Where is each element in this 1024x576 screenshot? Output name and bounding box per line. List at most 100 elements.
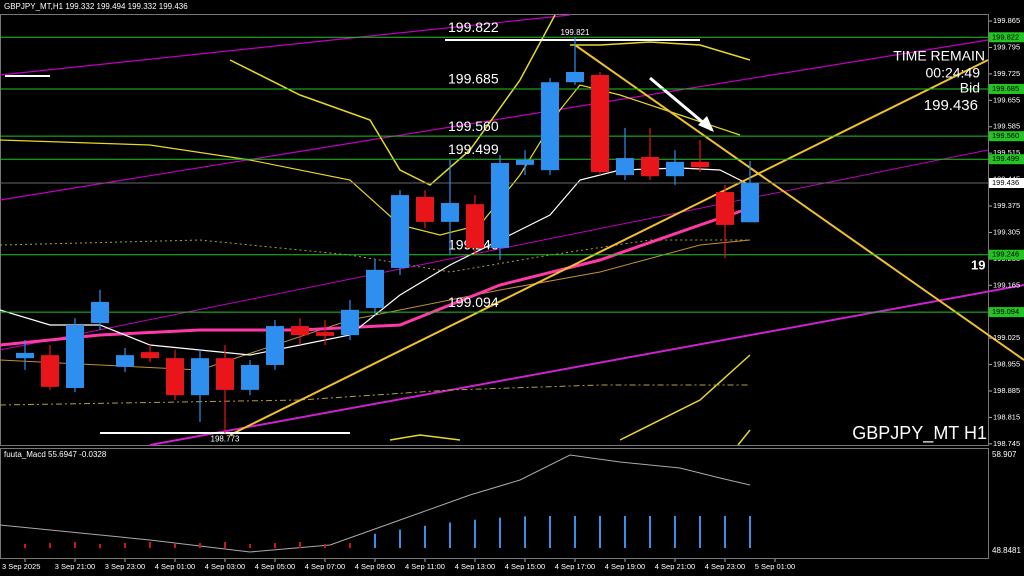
y-tick-label: 199.165 xyxy=(993,280,1020,289)
candle-body xyxy=(191,358,209,396)
y-tick-label: 198.815 xyxy=(993,412,1020,421)
candle-body xyxy=(41,355,59,387)
price-tag xyxy=(989,307,1024,318)
band-line xyxy=(389,434,461,441)
candle-body xyxy=(591,75,609,173)
x-tick-label: 5 Sep 01:00 xyxy=(755,562,795,571)
candle-body xyxy=(541,82,559,171)
level-label: 199.094 xyxy=(448,294,499,310)
x-tick-label: 4 Sep 01:00 xyxy=(155,562,195,571)
y-tick-label: 199.375 xyxy=(993,201,1020,210)
price-tag xyxy=(989,154,1024,165)
price-tag-label: 199.246 xyxy=(992,250,1019,259)
ma-white xyxy=(0,167,751,356)
current-price-tag xyxy=(989,177,1024,188)
bid-label: Bid xyxy=(960,80,980,96)
x-tick-label: 4 Sep 05:00 xyxy=(255,562,295,571)
main-frame xyxy=(0,14,989,446)
candle-body xyxy=(416,196,434,222)
ma-dotted xyxy=(0,239,750,273)
y-tick-label: 199.585 xyxy=(993,122,1020,131)
y-tick-label: 198.885 xyxy=(993,386,1020,395)
high-label: 199.821 xyxy=(561,28,590,37)
candle-body xyxy=(491,162,509,248)
y-tick-label: 199.795 xyxy=(993,42,1020,51)
price-tag xyxy=(989,249,1024,260)
candle-body xyxy=(16,352,34,359)
x-tick-label: 4 Sep 09:00 xyxy=(355,562,395,571)
indicator-title: fuuta_Macd 55.6947 -0.0328 xyxy=(4,450,107,459)
candle-body xyxy=(691,161,709,168)
y-tick-label: 199.655 xyxy=(993,95,1020,104)
price-tag xyxy=(989,131,1024,142)
candle-body xyxy=(241,364,259,390)
x-tick-label: 4 Sep 15:00 xyxy=(505,562,545,571)
candle-body xyxy=(341,309,359,336)
x-tick-label: 3 Sep 21:00 xyxy=(55,562,95,571)
candle-body xyxy=(716,192,734,225)
trend-line xyxy=(574,44,1024,361)
indicator-top: 58.907 xyxy=(992,450,1017,459)
x-tick-label: 4 Sep 17:00 xyxy=(555,562,595,571)
candle-body xyxy=(466,204,484,248)
edge-label: 19 xyxy=(971,257,985,272)
y-tick-label: 199.725 xyxy=(993,69,1020,78)
candle-body xyxy=(116,355,134,367)
y-tick-label: 199.865 xyxy=(993,16,1020,25)
current-price-label: 199.436 xyxy=(992,178,1019,187)
bid: 199.436 xyxy=(924,97,978,114)
candle-body xyxy=(316,332,334,336)
arrow-head xyxy=(698,116,714,132)
candle-body xyxy=(266,326,284,365)
candle-body xyxy=(641,156,659,177)
level-label: 199.822 xyxy=(448,19,499,35)
x-tick-label: 4 Sep 03:00 xyxy=(205,562,245,571)
level-label: 199.685 xyxy=(448,71,499,87)
y-tick-label: 198.745 xyxy=(993,439,1020,448)
channel-line xyxy=(0,14,571,76)
indicator-frame xyxy=(0,448,989,559)
trend-line xyxy=(229,59,989,436)
candle-body xyxy=(166,358,184,396)
x-tick-label: 3 Sep 2025 xyxy=(2,562,40,571)
watermark: GBPJPY_MT H1 xyxy=(852,423,987,444)
x-tick-label: 3 Sep 23:00 xyxy=(105,562,145,571)
level-label: 199.499 xyxy=(448,141,499,157)
time-remain: 00:24:49 xyxy=(926,65,981,81)
price-tag-label: 199.560 xyxy=(992,131,1019,140)
price-tag xyxy=(989,83,1024,94)
candle-body xyxy=(391,195,409,268)
candle-body xyxy=(291,326,309,336)
channel-line xyxy=(0,39,989,201)
x-tick-label: 4 Sep 13:00 xyxy=(455,562,495,571)
ma-thick xyxy=(0,206,751,347)
x-tick-label: 4 Sep 23:00 xyxy=(705,562,745,571)
candle-body xyxy=(366,269,384,308)
candle-body xyxy=(216,358,234,390)
candle-body xyxy=(516,159,534,165)
band-line xyxy=(619,354,751,441)
candle-body xyxy=(616,158,634,176)
y-tick-label: 199.025 xyxy=(993,333,1020,342)
price-tag-label: 199.499 xyxy=(992,154,1019,163)
chart-title: GBPJPY_MT,H1 199.332 199.494 199.332 199… xyxy=(4,2,188,11)
candle-body xyxy=(141,352,159,359)
low-label: 198.773 xyxy=(211,434,240,443)
price-tag-label: 199.685 xyxy=(992,84,1019,93)
price-tag-label: 199.822 xyxy=(992,32,1019,41)
candle-body xyxy=(666,161,684,177)
x-tick-label: 4 Sep 07:00 xyxy=(305,562,345,571)
band-line xyxy=(737,429,751,446)
candle-body xyxy=(441,203,459,222)
candle-body xyxy=(741,182,759,223)
y-tick-label: 198.955 xyxy=(993,360,1020,369)
price-tag-label: 199.094 xyxy=(992,307,1019,316)
band-line xyxy=(229,14,556,186)
y-tick-label: 199.305 xyxy=(993,227,1020,236)
band-line xyxy=(570,41,751,61)
candle-body xyxy=(66,324,84,388)
indicators xyxy=(0,14,1024,553)
x-tick-label: 4 Sep 11:00 xyxy=(405,562,445,571)
candle-body xyxy=(91,301,109,324)
